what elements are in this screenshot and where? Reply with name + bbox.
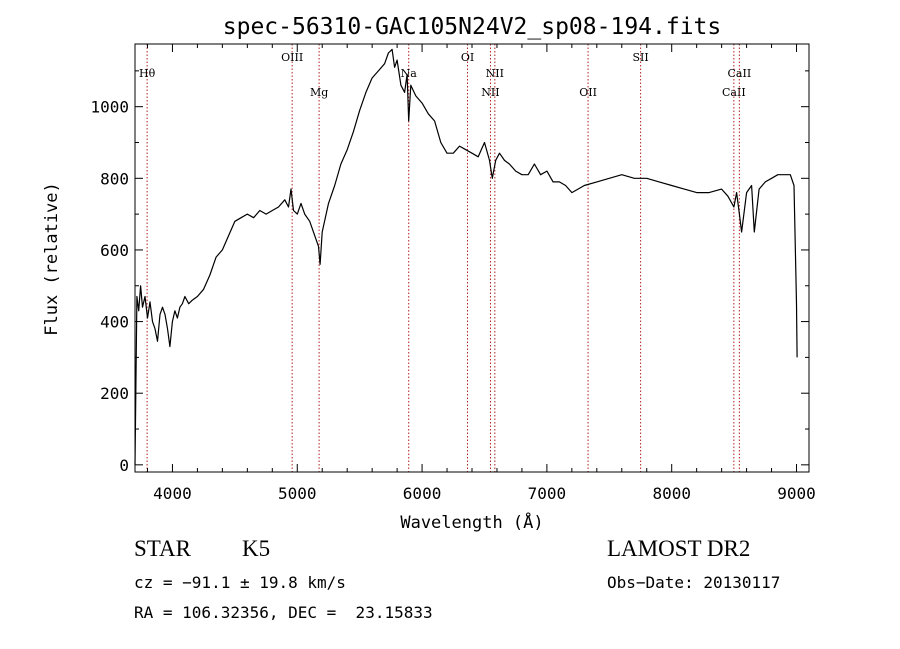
redshift-velocity: cz = −91.1 ± 19.8 km/s [134,573,346,592]
coordinates: RA = 106.32356, DEC = 23.15833 [134,603,433,622]
marker-label: CaII [722,86,746,99]
y-tick-label: 200 [100,384,129,403]
x-tick-label: 6000 [403,484,442,503]
marker-label: OIII [281,51,303,64]
x-tick-label: 7000 [528,484,567,503]
marker-label: NII [486,67,504,80]
spectral-line-markers: Hθ OIII Mg Na OI NII NII OII SII CaII CaII [139,44,751,472]
y-axis-label: Flux (relative) [42,182,62,336]
survey-name: LAMOST DR2 [607,536,751,561]
y-tick-label: 0 [119,456,129,475]
plot-frame [134,43,810,473]
y-tick-label: 600 [100,241,129,260]
x-tick-label: 8000 [652,484,691,503]
spectrum-series [134,48,798,465]
marker-label: NII [481,86,499,99]
spectrum-line [134,48,798,465]
y-tick-label: 800 [100,169,129,188]
spectral-subclass: K5 [242,536,271,561]
x-tick-label: 9000 [777,484,816,503]
axis-ticks: 4000 5000 6000 7000 8000 9000 0 200 400 600 800 100… [90,44,816,503]
chart-title: spec-56310-GAC105N24V2_sp08-194.fits [223,14,722,40]
marker-label: SII [633,51,649,64]
y-tick-label: 400 [100,313,129,332]
marker-label: Mg [310,86,328,99]
x-tick-label: 5000 [278,484,317,503]
marker-label: OI [461,51,474,64]
object-type: STAR [134,536,191,561]
marker-label: OII [579,86,597,99]
marker-label: CaII [728,67,752,80]
y-tick-label: 1000 [90,98,129,117]
marker-label: Hθ [139,67,156,80]
x-tick-label: 4000 [153,484,192,503]
x-axis-label: Wavelength (Å) [400,511,543,533]
marker-label: Na [401,67,418,80]
observation-date: Obs−Date: 20130117 [607,573,781,592]
